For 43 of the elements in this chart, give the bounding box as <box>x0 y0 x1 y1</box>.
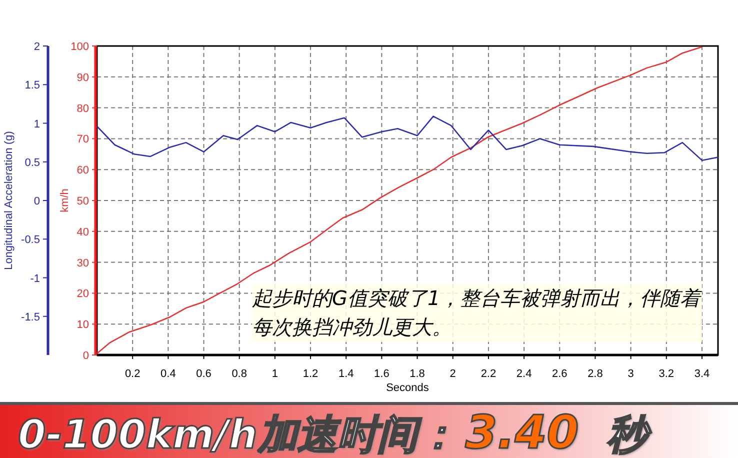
text: 3.40 <box>465 405 579 458</box>
x-tick-label: 2 <box>450 368 456 380</box>
y2-tick-label: -1.5 <box>21 311 40 324</box>
y-tick-label: 30 <box>76 257 89 270</box>
y-tick-label: 20 <box>76 288 89 300</box>
y-tick-label: 60 <box>76 164 89 177</box>
x-tick-label: 1.2 <box>302 368 318 380</box>
y-tick-label: 70 <box>76 134 89 146</box>
x-tick-label: 1.6 <box>374 368 390 380</box>
y2-axis-title: Longitudinal Acceleration (g) <box>3 131 15 270</box>
line-series <box>96 116 719 161</box>
y-tick-label: 80 <box>76 102 89 115</box>
x-tick-label: 2.2 <box>480 368 496 380</box>
y2-tick-label: 0.5 <box>24 156 40 169</box>
x-tick-label: 0.8 <box>232 368 247 380</box>
text: 0-100km/h加速时间： <box>18 412 458 458</box>
y2-tick-label: 1.5 <box>24 80 40 92</box>
y-tick-label: 40 <box>76 226 89 238</box>
y-tick-label: 100 <box>70 41 89 53</box>
annotation: 起步时的G值突破了1，整台车被弹射而出，伴随着每次换挡冲劲儿更大。 <box>252 284 702 342</box>
x-tick-label: 0.4 <box>160 368 176 380</box>
x-axis-title: Seconds <box>386 382 430 394</box>
y2-tick-label: 1 <box>34 118 40 130</box>
y-tick-label: 90 <box>76 72 89 84</box>
x-tick-label: 1.8 <box>410 368 425 380</box>
y-tick-label: 50 <box>76 196 89 208</box>
x-tick-label: 3.2 <box>658 368 674 380</box>
y2-tick-label: -0.5 <box>21 234 40 246</box>
x-tick-label: 3.4 <box>694 368 710 380</box>
y2-tick-label: 2 <box>34 41 40 53</box>
x-tick-label: 1 <box>272 368 278 380</box>
x-tick-label: 2.6 <box>552 368 568 380</box>
x-tick-label: 0.2 <box>124 368 140 380</box>
y-axis-title: km/h <box>59 188 71 212</box>
y2-tick-label: 0 <box>34 196 40 208</box>
x-tick-label: 2.4 <box>516 368 532 380</box>
y-tick-label: 0 <box>82 350 89 362</box>
x-tick-label: 1.4 <box>338 368 354 380</box>
y-tick-label: 10 <box>76 319 89 332</box>
y2-tick-label: -1 <box>30 272 40 285</box>
x-tick-label: 2.8 <box>588 368 603 380</box>
x-tick-label: 0.6 <box>196 368 212 380</box>
x-tick-label: 3 <box>628 368 634 380</box>
